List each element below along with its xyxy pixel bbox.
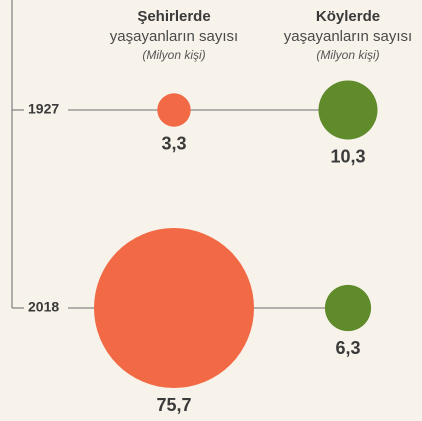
- bubble: [318, 80, 378, 140]
- series-name: Köylerde: [316, 8, 380, 25]
- year-label: 2018: [28, 299, 59, 315]
- value-label: 10,3: [330, 146, 365, 166]
- year-label: 1927: [28, 101, 59, 117]
- bubble: [94, 228, 254, 388]
- value-label: 75,7: [156, 395, 191, 415]
- bubble: [324, 284, 372, 332]
- value-label: 6,3: [335, 338, 360, 358]
- series-subtitle: yaşayanların sayısı: [284, 28, 412, 45]
- series-name: Şehirlerde: [137, 8, 210, 25]
- value-label: 3,3: [161, 133, 186, 153]
- bubble: [157, 93, 191, 127]
- unit-label: (Milyon kişi): [316, 48, 379, 62]
- series-subtitle: yaşayanların sayısı: [110, 28, 238, 45]
- unit-label: (Milyon kişi): [142, 48, 205, 62]
